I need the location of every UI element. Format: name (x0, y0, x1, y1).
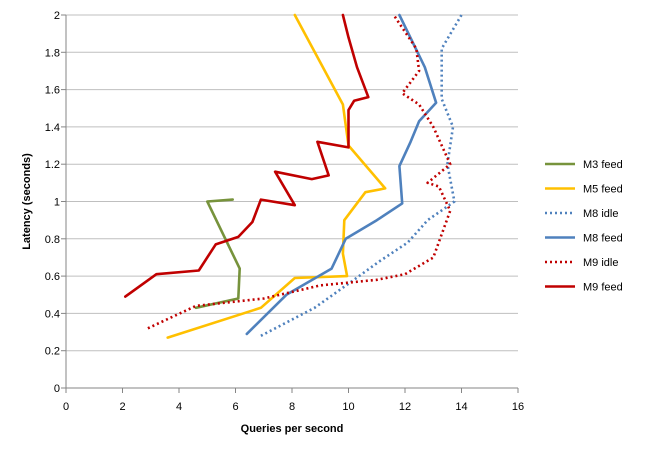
y-tick-label: 1 (54, 197, 60, 209)
x-axis-label: Queries per second (241, 423, 344, 435)
series-line-m5-feed (166, 13, 387, 339)
x-tick-label: 4 (176, 401, 182, 413)
y-tick-label: 0.6 (45, 271, 60, 283)
x-tick-label: 2 (119, 401, 125, 413)
y-tick-label: 1.2 (45, 159, 60, 171)
series-lines (124, 13, 463, 339)
y-tick-labels: 0 0.2 0.4 0.6 0.8 1 1.2 1.4 1.6 1.8 2 (45, 10, 60, 395)
series-line-m9-feed (124, 13, 370, 298)
y-tick-label: 1.6 (45, 85, 60, 97)
x-tick-label: 8 (289, 401, 295, 413)
legend-label-m5-feed: M5 feed (583, 184, 623, 196)
x-tick-label: 16 (512, 401, 524, 413)
x-tick-label: 14 (455, 401, 467, 413)
legend-label-m8-idle: M8 idle (583, 208, 618, 220)
x-tick-labels: 0 2 4 6 8 10 12 14 16 (63, 401, 524, 413)
y-tick-label: 1.8 (45, 47, 60, 59)
legend-label-m9-idle: M9 idle (583, 257, 618, 269)
y-axis-label: Latency (seconds) (21, 153, 33, 250)
x-tick-label: 6 (232, 401, 238, 413)
legend-label-m9-feed: M9 feed (583, 282, 623, 294)
legend-label-m3-feed: M3 feed (583, 159, 623, 171)
x-tick-label: 0 (63, 401, 69, 413)
series-line-m8-idle (260, 14, 463, 337)
legend-label-m8-feed: M8 feed (583, 233, 623, 245)
y-tick-label: 1.4 (45, 122, 60, 134)
x-tick-label: 10 (342, 401, 354, 413)
series-line-m8-feed (245, 13, 438, 336)
y-tick-label: 0.4 (45, 308, 60, 320)
series-line-m9-idle (147, 14, 452, 330)
y-tick-label: 0.8 (45, 234, 60, 246)
series-line-m3-feed (194, 198, 241, 310)
x-tick-label: 12 (399, 401, 411, 413)
y-tick-label: 0.2 (45, 346, 60, 358)
y-tick-label: 0 (54, 383, 60, 395)
axes (61, 14, 519, 393)
legend: M3 feed M5 feed M8 idle M8 feed M9 idle M9 fe… (545, 159, 623, 294)
y-tick-label: 2 (54, 10, 60, 22)
